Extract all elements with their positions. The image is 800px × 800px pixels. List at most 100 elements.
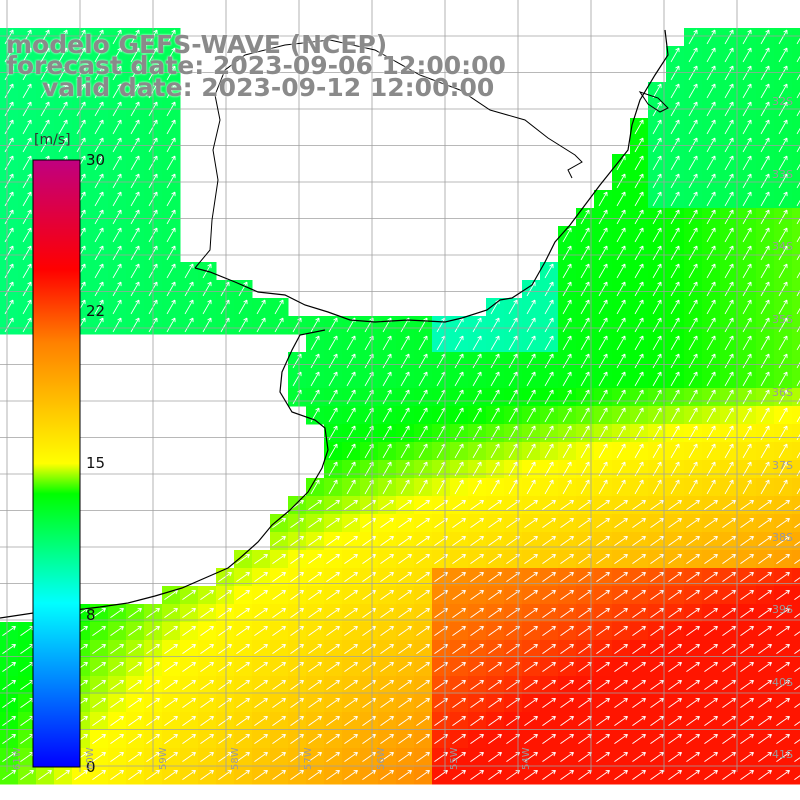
wind-arrow: [670, 83, 680, 99]
wind-arrow: [688, 263, 698, 279]
colorbar: [32, 159, 81, 768]
wind-arrow: [760, 263, 770, 279]
lat-lon-grid: [0, 0, 800, 772]
wind-arrow: [580, 335, 590, 351]
wind-arrow: [758, 517, 772, 528]
wind-arrow: [560, 589, 574, 600]
wind-arrow: [544, 407, 554, 423]
wind-arrow: [794, 559, 800, 564]
wind-arrow: [668, 679, 682, 690]
wind-arrow: [652, 227, 662, 243]
wind-arrow: [632, 661, 646, 672]
wind-arrow: [778, 407, 788, 423]
wind-arrow: [328, 335, 338, 351]
wind-arrow: [632, 697, 646, 708]
wind-arrow: [218, 643, 232, 654]
wind-arrow: [112, 83, 122, 99]
wind-arrow: [76, 29, 86, 45]
wind-arrow: [452, 733, 466, 744]
wind-arrow: [670, 155, 680, 171]
wind-arrow: [616, 245, 626, 261]
wind-arrow: [652, 155, 662, 171]
wind-arrow: [580, 317, 590, 333]
wind-arrow: [290, 517, 304, 528]
lat-label-38s: 38S: [772, 531, 793, 544]
wind-speed-cell: [792, 82, 800, 101]
wind-arrow: [128, 751, 142, 762]
wind-arrow: [650, 751, 664, 762]
wind-arrow: [274, 317, 284, 333]
wind-arrow: [238, 281, 248, 297]
wind-arrow: [452, 751, 466, 762]
wind-arrow: [740, 607, 754, 618]
wind-arrow: [650, 715, 664, 726]
wind-arrow: [326, 553, 340, 564]
wind-arrow: [92, 679, 106, 690]
wind-arrow: [4, 245, 14, 261]
wind-arrow: [326, 535, 340, 546]
wind-arrow: [200, 751, 214, 762]
wind-arrow: [182, 697, 196, 708]
wind-arrow: [724, 299, 734, 315]
wind-arrow: [796, 289, 800, 297]
wind-arrow: [794, 667, 800, 672]
lat-label-33s: 33S: [772, 168, 793, 181]
wind-arrow: [94, 209, 104, 225]
wind-arrow: [686, 733, 700, 744]
wind-arrow: [418, 479, 428, 495]
wind-arrow: [344, 679, 358, 690]
wind-arrow: [598, 191, 608, 207]
wind-arrow: [760, 299, 770, 315]
wind-arrow: [418, 389, 428, 405]
wind-arrow: [794, 685, 800, 690]
wind-arrow: [742, 299, 752, 315]
wind-arrow: [580, 227, 590, 243]
wind-arrow: [164, 607, 178, 618]
wind-arrow: [778, 227, 788, 243]
wind-arrow: [562, 245, 572, 261]
wind-arrow: [398, 589, 412, 600]
wind-speed-cell: [792, 118, 800, 137]
title-forecast-date: forecast date: 2023-09-06 12:00:00: [6, 51, 506, 80]
wind-arrow: [650, 499, 664, 510]
wind-arrow: [290, 715, 304, 726]
wind-arrow: [490, 353, 500, 369]
wind-arrow: [472, 317, 482, 333]
wind-arrow: [238, 317, 248, 333]
lon-label-55w: 55W: [449, 747, 460, 770]
wind-arrow: [326, 715, 340, 726]
wind-arrow: [472, 407, 482, 423]
wind-arrow: [454, 443, 464, 459]
wind-arrow: [400, 389, 410, 405]
wind-arrow: [488, 499, 502, 510]
wind-arrow: [218, 661, 232, 672]
wind-arrow: [560, 499, 574, 510]
wind-arrow: [94, 137, 104, 153]
wind-arrow: [704, 751, 718, 762]
wind-arrow: [164, 697, 178, 708]
wind-arrow: [526, 371, 536, 387]
wind-speed-cell: [792, 424, 800, 443]
wind-arrow: [254, 733, 268, 744]
wind-arrow: [722, 535, 736, 546]
wind-arrow: [416, 679, 430, 690]
wind-arrow: [272, 535, 286, 546]
wind-arrow: [272, 607, 286, 618]
wind-speed-cell: [792, 712, 800, 731]
wind-arrow: [670, 443, 680, 459]
wind-arrow: [778, 47, 788, 63]
wind-arrow: [740, 643, 754, 654]
wind-arrow: [560, 697, 574, 708]
wind-arrow: [308, 769, 322, 780]
wind-speed-cell: [792, 568, 800, 587]
wind-arrow: [670, 137, 680, 153]
wind-arrow: [166, 47, 176, 63]
wind-arrow: [508, 317, 518, 333]
wind-arrow: [130, 119, 140, 135]
wind-arrow: [634, 137, 644, 153]
wind-arrow: [652, 173, 662, 189]
wind-arrow: [110, 661, 124, 672]
wind-arrow: [742, 137, 752, 153]
wind-arrow: [740, 733, 754, 744]
wind-arrow: [686, 715, 700, 726]
